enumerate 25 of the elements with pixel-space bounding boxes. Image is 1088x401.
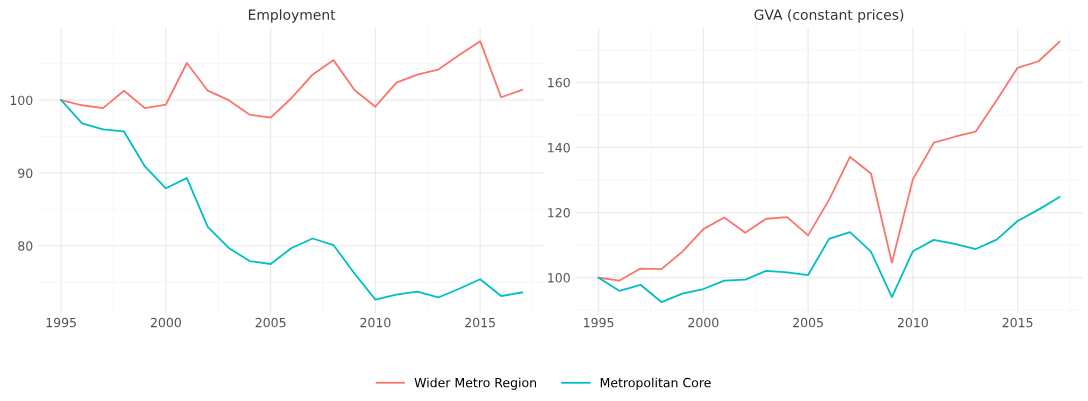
x-tick-label: 2005 (255, 317, 286, 328)
x-tick-label: 2000 (150, 317, 181, 328)
x-tick-label: 2010 (897, 317, 928, 328)
y-tick-label: 80 (18, 241, 33, 251)
y-tick-label: 100 (548, 273, 570, 283)
line-series (597, 40, 1061, 282)
legend-label: Metropolitan Core (600, 377, 711, 390)
line-series (60, 40, 523, 119)
chart-title: GVA (constant prices) (754, 9, 904, 23)
chart-title: Employment (248, 9, 336, 23)
y-tick-label: 120 (548, 208, 570, 218)
x-tick-label: 1995 (46, 317, 76, 328)
x-tick-label: 2010 (360, 317, 391, 328)
line-series (60, 99, 523, 301)
y-tick-label: 90 (18, 168, 33, 178)
x-tick-label: 2015 (1002, 317, 1033, 328)
y-tick-label: 100 (10, 95, 33, 106)
x-tick-label: 2015 (465, 317, 495, 328)
y-tick-label: 160 (548, 77, 570, 88)
x-tick-label: 2000 (688, 317, 719, 328)
legend-label: Wider Metro Region (414, 377, 537, 390)
x-tick-label: 1995 (584, 317, 614, 328)
line-series (597, 196, 1061, 303)
x-tick-label: 2005 (793, 317, 823, 328)
y-tick-label: 140 (548, 142, 570, 153)
